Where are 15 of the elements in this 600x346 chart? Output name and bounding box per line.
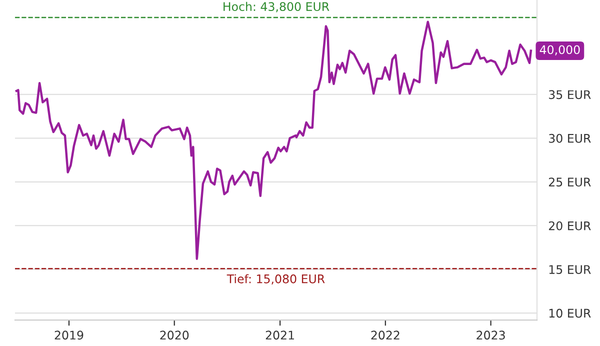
line-series — [15, 20, 532, 260]
y-tick-label: 10 EUR — [549, 308, 591, 318]
x-tick-label: 2023 — [476, 330, 505, 340]
x-tick-label: 2022 — [371, 330, 400, 340]
y-tick-label: 25 EUR — [548, 178, 591, 187]
y-tick-label: 30 EUR — [549, 134, 591, 143]
x-tick-label: 2021 — [266, 330, 294, 340]
y-tick-label: 20 EUR — [548, 221, 591, 230]
ref-line-label: Tief: 15,080 EUR — [226, 274, 325, 285]
ref-line-label: Hoch: 43,800 EUR — [224, 2, 330, 12]
x-tick-label: 2020 — [160, 330, 189, 340]
y-tick-label: 15 EUR — [549, 265, 591, 274]
annotation: 40,000 — [540, 45, 580, 56]
y-tick-label: 35 EUR — [549, 90, 591, 100]
x-tick-label: 2019 — [54, 330, 84, 340]
